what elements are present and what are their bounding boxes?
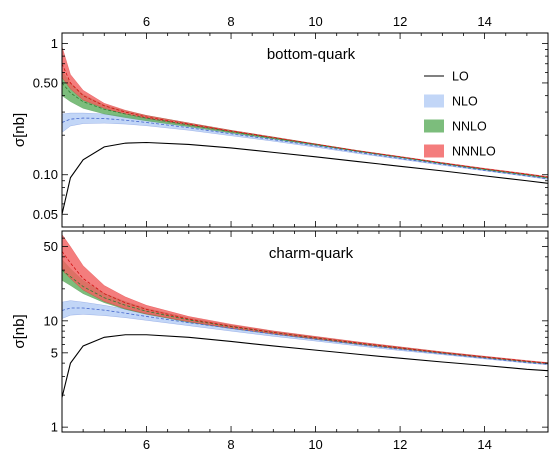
top-nnnlo-central-line — [62, 63, 548, 178]
y-tick-label: 50 — [44, 239, 58, 254]
legend-label-nnlo: NNLO — [452, 120, 487, 134]
x-tick-label-bottom: 14 — [477, 437, 491, 452]
x-tick-label-bottom: 10 — [308, 437, 322, 452]
charm-quark-y-axis-label-text: σ[nb] — [11, 314, 28, 348]
y-tick-label: 1 — [51, 36, 58, 51]
top-lo-line — [62, 141, 548, 215]
bot-nnlo-band — [62, 258, 548, 365]
legend-label-lo: LO — [452, 70, 469, 84]
y-tick-label: 10 — [44, 313, 58, 328]
legend-label-nlo: NLO — [452, 95, 478, 109]
legend: LO NLO NNLO NNNLO — [424, 70, 496, 159]
top-nlo-central-line — [62, 117, 548, 180]
bot-nlo-central-line — [62, 307, 548, 365]
x-tick-label-bottom: 12 — [393, 437, 407, 452]
y-tick-label: 1 — [51, 420, 58, 435]
x-tick-label-top: 10 — [308, 14, 322, 29]
top-nnnlo-band — [62, 46, 548, 178]
bottom-quark-lines — [62, 63, 548, 215]
charm-quark-ticks: 6 8 10 12 14 1 5 10 50 — [44, 230, 549, 452]
x-tick-label-bottom: 6 — [143, 437, 150, 452]
legend-swatch-nnnlo — [424, 144, 444, 158]
bottom-quark-bands — [62, 46, 548, 180]
charm-quark-lines — [62, 251, 548, 398]
legend-label-nnnlo: NNNLO — [452, 145, 496, 159]
top-nnlo-central-line — [62, 82, 548, 179]
x-tick-label-top: 12 — [393, 14, 407, 29]
x-tick-label-top: 6 — [143, 14, 150, 29]
charm-quark-bands — [62, 234, 548, 366]
bot-lo-line — [62, 334, 548, 398]
bot-nnnlo-band — [62, 234, 548, 364]
bot-nnnlo-central-line — [62, 251, 548, 364]
bottom-quark-plot-frame — [61, 32, 549, 228]
bottom-quark-title: bottom-quark — [267, 46, 356, 63]
legend-swatch-nlo — [424, 94, 444, 108]
charm-quark-title: charm-quark — [269, 245, 354, 262]
y-tick-label: 0.50 — [33, 75, 58, 90]
charm-quark-panel: 6 8 10 12 14 1 5 10 50 charm-quark σ[nb] — [11, 230, 549, 452]
bottom-quark-ticks: 6 8 10 12 14 0.05 0.10 0.50 1 — [33, 14, 549, 228]
charm-quark-y-axis-label: σ[nb] — [11, 314, 28, 348]
bottom-quark-panel: 6 8 10 12 14 0.05 0.10 0.50 1 bottom-quark σ[nb]… — [11, 14, 549, 228]
bottom-quark-y-axis-label-text: σ[nb] — [11, 113, 28, 147]
x-tick-label-top: 14 — [477, 14, 491, 29]
x-tick-label-bottom: 8 — [227, 437, 234, 452]
y-tick-label: 0.10 — [33, 167, 58, 182]
legend-swatch-nnlo — [424, 119, 444, 133]
x-tick-label-top: 8 — [227, 14, 234, 29]
y-tick-label: 5 — [51, 345, 58, 360]
bottom-quark-y-axis-label: σ[nb] — [11, 113, 28, 147]
y-tick-label: 0.05 — [33, 207, 58, 222]
